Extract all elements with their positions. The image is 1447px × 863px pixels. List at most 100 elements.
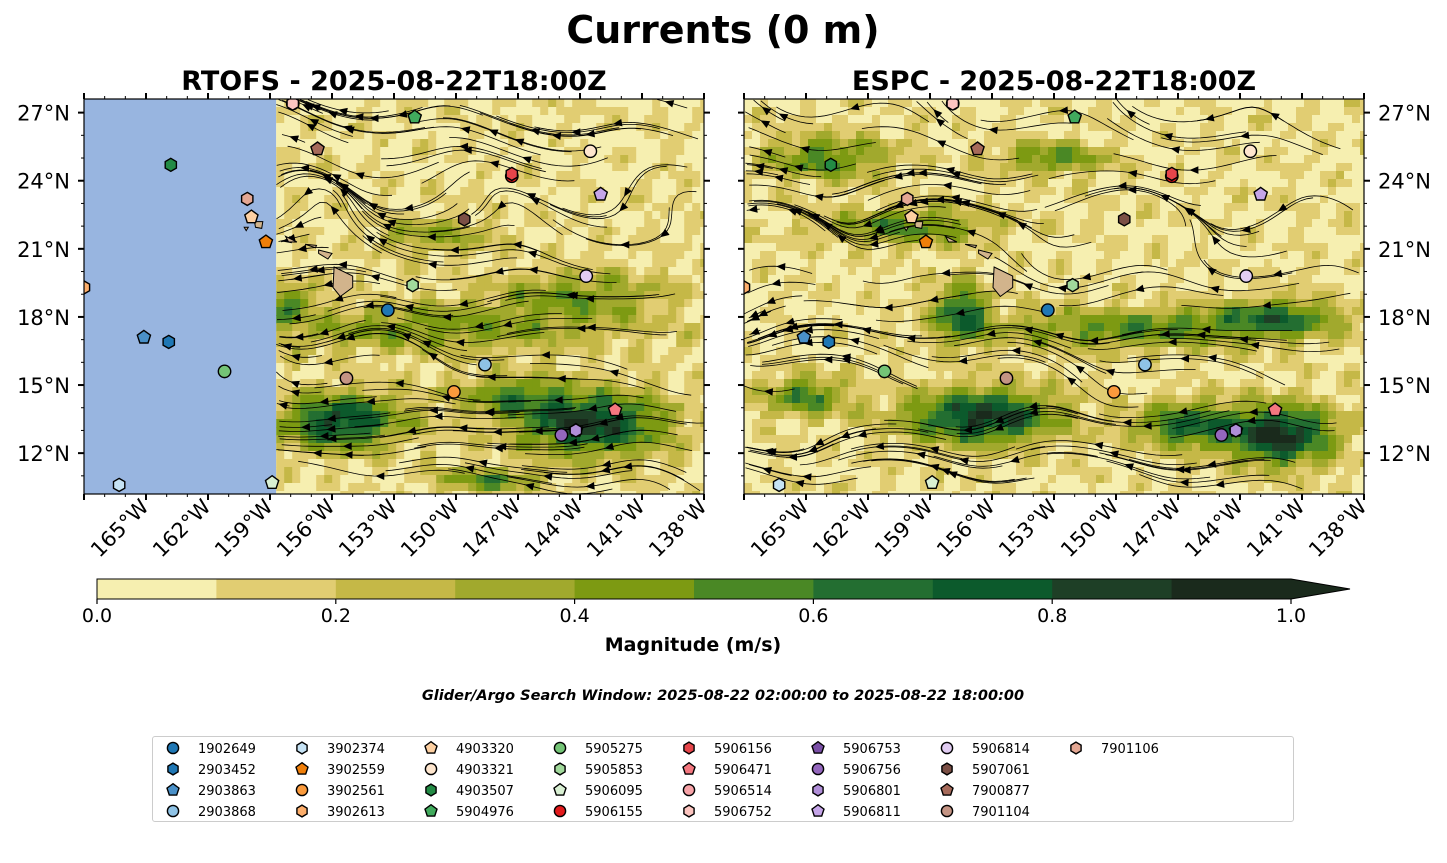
platform-marker-5906814 — [1239, 269, 1254, 283]
hawaii-islands — [243, 221, 354, 298]
streamline-arrow — [1212, 235, 1221, 245]
x-tick-label: 147°W — [458, 494, 526, 562]
streamline-arrow — [319, 397, 329, 406]
streamline-arrow — [337, 260, 348, 269]
legend-label: 5906752 — [714, 805, 772, 820]
island — [903, 226, 910, 232]
streamline-arrow — [966, 229, 976, 237]
y-tick-label: 12°N — [17, 442, 70, 466]
platform-marker-5904976 — [1067, 109, 1083, 124]
colorbar-tick-label: 0.8 — [1037, 605, 1067, 627]
streamline-arrow — [936, 140, 947, 148]
streamline-arrow — [840, 430, 851, 439]
platform-marker-7901104 — [339, 371, 354, 386]
streamline-arrow — [339, 188, 350, 198]
streamline-arrow — [1142, 422, 1152, 430]
legend-label: 5906756 — [843, 763, 901, 778]
platform-marker-5906811 — [593, 186, 609, 201]
streamline-arrow — [590, 434, 600, 442]
colorbar-bin — [694, 579, 814, 599]
legend-marker-1902649 — [166, 741, 180, 755]
streamline-arrow — [766, 296, 776, 304]
streamline-arrow — [857, 430, 868, 438]
streamline-arrow — [458, 424, 468, 432]
streamline-arrow — [382, 223, 393, 232]
streamline-arrow — [612, 118, 623, 127]
legend-entry: 2903868 — [166, 804, 256, 820]
platform-marker-4903320 — [903, 209, 919, 224]
x-tick-label: 162°W — [148, 494, 216, 562]
magnitude-field — [744, 99, 1364, 494]
legend-marker-5906155 — [553, 804, 567, 818]
legend-label: 3902559 — [327, 763, 385, 778]
platform-marker-5905275 — [877, 364, 892, 379]
y-tick-label: 27°N — [17, 102, 70, 126]
streamline-arrow — [1248, 408, 1258, 416]
legend-marker-5906095 — [553, 782, 567, 796]
streamline-arrow — [386, 323, 396, 331]
streamline-arrow — [778, 167, 789, 175]
x-tick-label: 141°W — [1242, 494, 1310, 562]
streamline-arrow — [760, 120, 771, 128]
streamline-arrow — [493, 444, 504, 453]
streamline-arrow — [994, 423, 1005, 431]
streamline-arrow — [421, 340, 432, 348]
platform-marker-3902561 — [447, 384, 461, 399]
island — [243, 226, 250, 232]
streamline-arrow — [530, 128, 541, 136]
legend-label: 5906471 — [714, 763, 772, 778]
legend-marker-4903320 — [424, 740, 438, 754]
platform-marker-2903863 — [796, 329, 812, 344]
legend-entry: 5906753 — [811, 740, 901, 757]
legend-entry: 5906814 — [940, 741, 1030, 757]
streamline-arrow — [619, 202, 629, 212]
streamline-arrow — [1179, 478, 1189, 487]
x-tick-label: 144°W — [520, 494, 588, 562]
streamline-arrow — [365, 397, 376, 406]
streamline-arrow — [290, 353, 301, 362]
streamline-arrow — [1089, 336, 1099, 345]
legend-entry: 3902561 — [295, 783, 385, 799]
streamline-arrow — [802, 473, 812, 481]
colorbar-tick-label: 0.4 — [559, 605, 589, 627]
island — [332, 266, 354, 298]
streamline-arrow — [800, 145, 810, 154]
streamline-arrow — [792, 208, 803, 216]
streamline-arrow — [323, 279, 333, 288]
legend-marker-3902613 — [296, 804, 308, 818]
streamline-arrow — [303, 187, 314, 196]
legend-entry: 5906756 — [811, 762, 901, 778]
y-tick-label: 12°N — [1378, 442, 1431, 466]
streamlines — [744, 99, 1359, 490]
streamline-arrow — [916, 451, 926, 459]
streamline-arrow — [749, 310, 760, 318]
streamline-arrow — [442, 313, 452, 321]
streamline-arrow — [556, 374, 566, 383]
streamline-arrow — [1011, 346, 1021, 355]
streamline-arrow — [783, 325, 794, 333]
colorbar-tick-label: 0.2 — [321, 605, 351, 627]
streamline-arrow — [571, 128, 581, 136]
legend-marker-7901106 — [1070, 741, 1082, 755]
streamline-arrow — [441, 394, 451, 402]
legend-entry: 5906811 — [811, 803, 901, 820]
island — [304, 243, 318, 249]
platform-legend: 1902649 2903452 2903863 2903868 3902374 39025… — [152, 736, 1294, 822]
x-tick-label: 144°W — [1180, 494, 1248, 562]
platform-marker-5906801 — [569, 423, 583, 438]
streamline-arrow — [1054, 332, 1065, 341]
streamline-arrow — [660, 228, 670, 238]
streamline-arrow — [289, 135, 299, 143]
streamline-arrow — [755, 162, 765, 171]
streamline-arrow — [553, 396, 563, 404]
legend-entry: 5906095 — [553, 782, 643, 799]
streamline-arrow — [1175, 465, 1185, 474]
streamline-arrow — [477, 459, 488, 467]
streamline-arrow — [935, 118, 946, 127]
streamlines — [276, 99, 704, 494]
streamline-arrow — [808, 445, 818, 453]
streamline-arrow — [1246, 416, 1256, 425]
legend-label: 4903321 — [456, 763, 514, 778]
streamline-arrow — [368, 202, 379, 211]
platform-marker-3902559 — [258, 234, 274, 249]
